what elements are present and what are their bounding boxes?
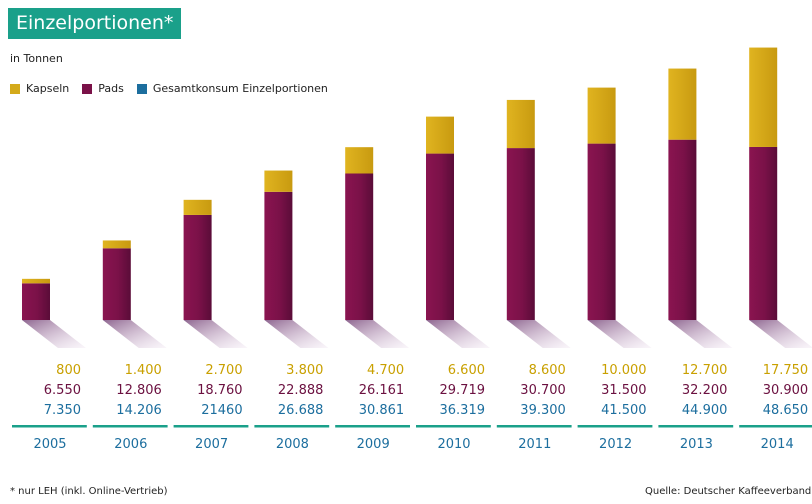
legend-label-gesamt: Gesamtkonsum Einzelportionen xyxy=(152,82,328,95)
bar-shadow-2013 xyxy=(668,320,733,348)
table-value-r1-2005: 6.550 xyxy=(44,383,81,398)
bar-pads-2013 xyxy=(668,139,697,320)
table-value-r0-2013: 12.700 xyxy=(682,363,728,378)
bar-pads-2011 xyxy=(506,148,535,320)
table-value-r0-2006: 1.400 xyxy=(125,363,162,378)
bar-shadow-2005 xyxy=(22,320,86,348)
table-value-r2-2012: 41.500 xyxy=(601,403,647,418)
legend-item-kapseln: Kapseln xyxy=(10,82,69,95)
table-value-r2-2007: 21460 xyxy=(201,403,242,418)
bar-pads-2010 xyxy=(426,153,454,320)
table-value-r2-2014: 48.650 xyxy=(763,403,809,418)
table-value-r1-2006: 12.806 xyxy=(116,383,162,398)
legend-item-pads: Pads xyxy=(82,82,124,95)
bar-pads-2014 xyxy=(749,146,778,320)
legend-swatch-kapseln xyxy=(10,83,20,94)
year-label-2009: 2009 xyxy=(357,437,390,452)
year-rule-2013 xyxy=(658,425,734,428)
year-label-2011: 2011 xyxy=(518,437,551,452)
bar-pads-2009 xyxy=(345,173,374,320)
bar-pads-2012 xyxy=(587,143,616,320)
bar-kapseln-2012 xyxy=(587,87,616,144)
table-value-r0-2009: 4.700 xyxy=(367,363,404,378)
year-rule-2009 xyxy=(335,425,410,428)
year-rule-2011 xyxy=(496,425,572,428)
year-rule-2006 xyxy=(92,425,168,428)
table-value-r2-2013: 44.900 xyxy=(682,403,728,418)
bar-shadow-2012 xyxy=(587,320,652,348)
table-value-r0-2012: 10.000 xyxy=(601,363,647,378)
table-value-r2-2009: 30.861 xyxy=(359,403,405,418)
table-value-r1-2013: 32.200 xyxy=(682,383,728,398)
bar-kapseln-2008 xyxy=(264,170,293,192)
bar-shadow-2008 xyxy=(264,320,329,348)
table-value-r1-2014: 30.900 xyxy=(763,383,809,398)
chart-title: Einzelportionen* xyxy=(8,8,182,39)
footnote: * nur LEH (inkl. Online-Vertrieb) xyxy=(10,486,168,497)
bar-pads-2005 xyxy=(22,283,50,320)
table-value-r0-2010: 6.600 xyxy=(448,363,485,378)
table-value-r0-2005: 800 xyxy=(56,363,81,378)
year-rule-2010 xyxy=(416,425,491,428)
table-value-r0-2014: 17.750 xyxy=(763,363,809,378)
bar-kapseln-2011 xyxy=(506,99,535,149)
bar-kapseln-2013 xyxy=(668,68,697,140)
bar-shadow-2010 xyxy=(426,320,490,348)
stacked-bar-chart: 800 1.400 2.700 3.800 4.700 6.600 8.600 10.000 1… xyxy=(12,47,812,452)
table-value-r2-2011: 39.300 xyxy=(520,403,566,418)
year-rule-2008 xyxy=(254,425,330,428)
year-label-2013: 2013 xyxy=(680,437,713,452)
bar-pads-2006 xyxy=(102,248,131,320)
table-value-r2-2006: 14.206 xyxy=(116,403,162,418)
bar-kapseln-2014 xyxy=(749,47,778,147)
bar-pads-2007 xyxy=(183,214,212,320)
legend: Kapseln Pads Gesamtkonsum Einzelportione… xyxy=(10,82,341,95)
bar-pads-2008 xyxy=(264,191,293,320)
year-rule-2014 xyxy=(739,425,812,428)
year-rule-2012 xyxy=(577,425,653,428)
chart-subtitle: in Tonnen xyxy=(10,52,63,65)
legend-item-gesamt: Gesamtkonsum Einzelportionen xyxy=(136,82,328,95)
bar-kapseln-2010 xyxy=(426,116,454,154)
year-label-2010: 2010 xyxy=(437,437,470,452)
table-value-r2-2005: 7.350 xyxy=(44,403,81,418)
table-value-r0-2007: 2.700 xyxy=(205,363,242,378)
year-label-2012: 2012 xyxy=(599,437,632,452)
year-label-2005: 2005 xyxy=(33,437,66,452)
table-value-r1-2010: 29.719 xyxy=(440,383,486,398)
legend-label-kapseln: Kapseln xyxy=(26,82,70,95)
year-label-2006: 2006 xyxy=(114,437,147,452)
bar-kapseln-2007 xyxy=(183,199,212,215)
year-rule-2007 xyxy=(173,425,249,428)
legend-swatch-gesamt xyxy=(136,83,147,94)
table-value-r1-2009: 26.161 xyxy=(359,383,405,398)
table-value-r0-2008: 3.800 xyxy=(286,363,323,378)
bar-shadow-2011 xyxy=(506,320,571,348)
table-value-r1-2011: 30.700 xyxy=(520,383,566,398)
table-value-r0-2011: 8.600 xyxy=(529,363,566,378)
bar-kapseln-2006 xyxy=(102,240,131,249)
bar-shadow-2006 xyxy=(102,320,167,348)
legend-swatch-pads xyxy=(82,83,93,94)
table-value-r2-2010: 36.319 xyxy=(440,403,486,418)
bar-shadow-2007 xyxy=(183,320,248,348)
table-value-r2-2008: 26.688 xyxy=(278,403,324,418)
year-label-2014: 2014 xyxy=(761,437,794,452)
bar-shadow-2009 xyxy=(345,320,410,348)
table-value-r1-2012: 31.500 xyxy=(601,383,647,398)
bar-kapseln-2009 xyxy=(345,147,374,174)
year-rule-2005 xyxy=(12,425,87,428)
year-label-2008: 2008 xyxy=(276,437,309,452)
source-note: Quelle: Deutscher Kaffeeverband xyxy=(645,486,812,497)
bar-kapseln-2005 xyxy=(22,278,50,284)
bar-shadow-2014 xyxy=(749,320,812,348)
legend-label-pads: Pads xyxy=(98,82,124,95)
table-value-r1-2007: 18.760 xyxy=(197,383,243,398)
table-value-r1-2008: 22.888 xyxy=(278,383,324,398)
year-label-2007: 2007 xyxy=(195,437,228,452)
